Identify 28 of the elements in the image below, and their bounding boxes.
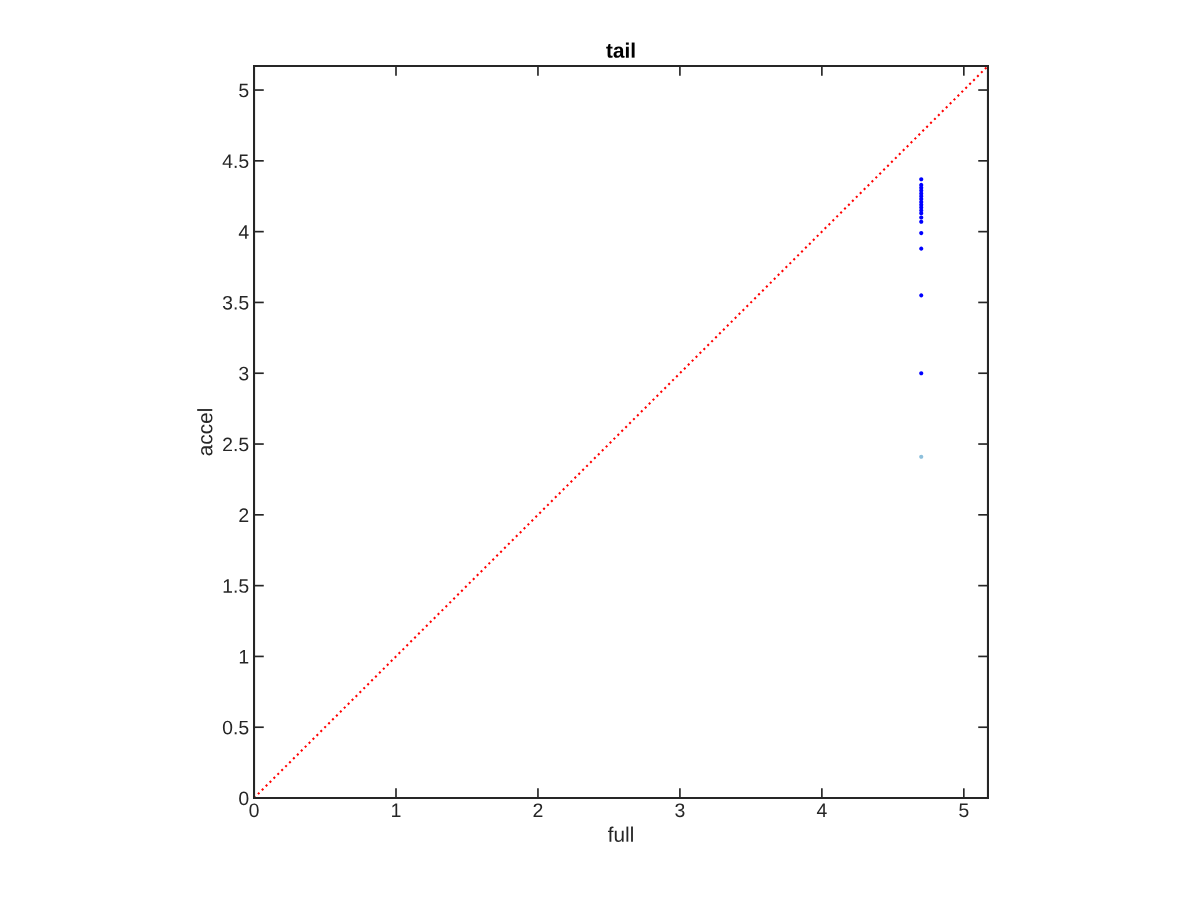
y-tick-label: 2.5 xyxy=(223,437,249,452)
chart-title: tail xyxy=(606,42,635,58)
y-tick-label: 3 xyxy=(239,366,249,381)
point xyxy=(919,215,924,220)
y-tick-label: 4.5 xyxy=(222,154,249,169)
y-tick-label: 3.5 xyxy=(222,295,249,310)
x-tick-label: 3 xyxy=(675,803,685,818)
point xyxy=(919,230,924,236)
x-tick-label: 4 xyxy=(816,803,827,817)
y-axis-title: accel xyxy=(197,409,213,456)
x-tick-label: 1 xyxy=(392,803,401,817)
point xyxy=(919,454,924,459)
x-tick-label: 2 xyxy=(533,803,543,817)
point xyxy=(919,246,924,251)
x-tick-label: 5 xyxy=(959,803,969,818)
x-tick-label: 0 xyxy=(249,803,259,818)
y-tick-label: 4 xyxy=(238,225,249,239)
point xyxy=(919,371,924,376)
y-tick-label: 2 xyxy=(239,508,249,522)
y-tick-label: 1.5 xyxy=(223,579,249,593)
point xyxy=(919,177,924,182)
y-tick-label: 0 xyxy=(239,791,249,806)
y-tick-label: 0.5 xyxy=(222,720,249,735)
point xyxy=(919,293,924,298)
x-axis-title: full xyxy=(607,826,633,842)
y-tick-label: 1 xyxy=(239,650,249,664)
y-tick-label: 5 xyxy=(239,83,249,98)
point xyxy=(919,219,924,224)
